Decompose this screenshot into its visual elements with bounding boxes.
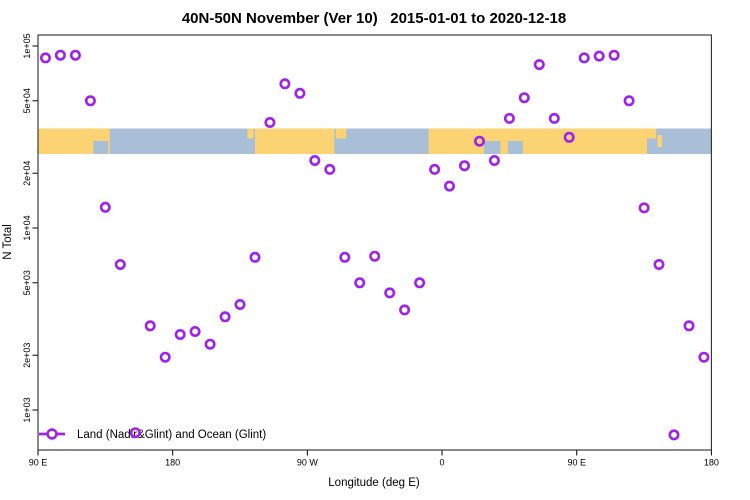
data-point [54, 49, 66, 61]
x-tick-label: 90 E [29, 458, 48, 468]
x-tick-label: 90 W [297, 458, 319, 468]
data-point [458, 160, 470, 172]
data-point [204, 338, 216, 350]
y-tick-label: 2e+03 [22, 343, 32, 368]
x-tick-label: 180 [704, 458, 719, 468]
y-axis-title: N Total [2, 224, 14, 260]
data-point [399, 304, 411, 316]
data-point [309, 155, 321, 167]
data-point [593, 50, 605, 62]
data-point [324, 163, 336, 175]
data-point [623, 95, 635, 107]
y-tick-label: 2e+04 [22, 161, 32, 186]
legend: Land (Nadir&Glint) and Ocean (Glint) [39, 428, 266, 441]
y-tick-label: 1e+03 [22, 397, 32, 422]
data-point [84, 95, 96, 107]
data-point [354, 277, 366, 289]
data-point [608, 49, 620, 61]
data-point [638, 202, 650, 214]
y-tick-label: 1e+05 [22, 33, 32, 58]
data-point [69, 49, 81, 61]
x-tick-label: 0 [440, 458, 445, 468]
x-tick-label: 90 E [567, 458, 586, 468]
data-point [189, 325, 201, 337]
data-point [533, 59, 545, 71]
y-tick-label: 1e+04 [22, 215, 32, 240]
map-band-land-patch [657, 135, 663, 147]
data-point [653, 258, 665, 270]
x-tick-label: 180 [165, 458, 180, 468]
data-point [563, 131, 575, 143]
data-point [429, 163, 441, 175]
data-point [99, 201, 111, 213]
map-band-land-patch [335, 128, 347, 139]
map-band-ocean-segment [93, 141, 109, 154]
data-point [39, 52, 51, 64]
data-point [339, 251, 351, 263]
plot-border [37, 34, 712, 451]
data-point [114, 258, 126, 270]
y-tick-label: 5e+04 [22, 88, 32, 113]
data-point [144, 320, 156, 332]
data-point [294, 87, 306, 99]
map-band-land-patch [247, 128, 254, 139]
axes: 90 E 180 90 W 0 90 E 180 1e+05 5e+04 2e+04 1e+04 5… [22, 33, 719, 467]
map-band-ocean-segment [334, 128, 429, 154]
map-band-ocean-segment [109, 128, 255, 154]
chart-title: 40N-50N November (Ver 10) 2015-01-01 to … [182, 10, 566, 27]
map-band-ocean-segment [483, 141, 501, 154]
data-point [668, 429, 680, 441]
data-point [369, 250, 381, 262]
legend-label: Land (Nadir&Glint) and Ocean (Glint) [77, 429, 266, 441]
map-band-ocean-segment [647, 128, 712, 154]
data-point [578, 52, 590, 64]
data-point [473, 135, 485, 147]
data-point [548, 112, 560, 124]
map-band-ocean-segment [507, 141, 523, 154]
data-point [129, 427, 141, 439]
data-point [234, 298, 246, 310]
data-point [488, 155, 500, 167]
map-band-land-patch [647, 128, 657, 139]
data-point [443, 180, 455, 192]
data-point [698, 351, 710, 363]
data-point [384, 287, 396, 299]
x-axis-title: Longitude (deg E) [328, 477, 420, 489]
data-point [518, 92, 530, 104]
data-point [174, 328, 186, 340]
data-point [249, 251, 261, 263]
legend-key-marker [46, 428, 58, 440]
data-point [414, 277, 426, 289]
data-point [683, 320, 695, 332]
data-point [503, 112, 515, 124]
data-point [279, 78, 291, 90]
data-point [264, 117, 276, 129]
data-point [159, 351, 171, 363]
land-ocean-band [38, 128, 712, 154]
data-points [39, 49, 710, 441]
data-point [219, 311, 231, 323]
y-tick-label: 5e+03 [22, 270, 32, 295]
